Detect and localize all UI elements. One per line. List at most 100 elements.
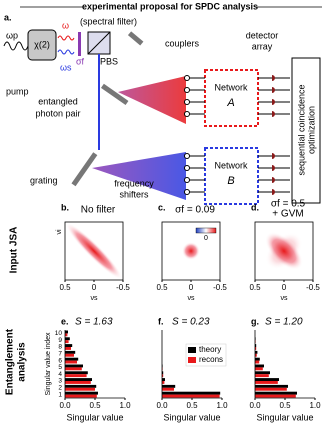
bar <box>65 350 76 354</box>
beam-fan <box>118 76 186 124</box>
optimization-label: optimization <box>306 106 316 154</box>
label: grating <box>30 175 58 185</box>
bar <box>65 374 87 378</box>
x-tick-label: 0 <box>92 283 97 292</box>
detector <box>272 75 275 81</box>
coupler <box>184 111 190 117</box>
y-tick-label: 9 <box>58 337 62 344</box>
bar <box>255 350 258 354</box>
label: Network <box>214 82 248 92</box>
x-label: νs <box>281 295 289 302</box>
label: entangled <box>38 96 78 106</box>
legend-swatch <box>188 347 196 353</box>
label: couplers <box>165 38 200 48</box>
bar <box>162 384 176 388</box>
wires <box>184 75 290 195</box>
bar <box>65 387 95 391</box>
label: frequency <box>114 178 154 188</box>
label: photon pair <box>35 108 80 118</box>
detector <box>272 99 275 105</box>
bar <box>162 391 221 395</box>
label: A <box>226 97 234 109</box>
bar <box>255 387 287 391</box>
y-tick-label: 3 <box>58 378 62 385</box>
x-tick-label: 0 <box>189 283 194 292</box>
bar <box>65 371 88 375</box>
x-label: Singular value <box>163 412 220 422</box>
x-tick-label: 0.5 <box>156 283 168 292</box>
x-tick-label: 0.0 <box>156 401 168 410</box>
bar <box>255 347 257 350</box>
panel-label: g. <box>251 316 259 326</box>
bar <box>65 394 97 398</box>
y-label: νi <box>56 229 63 235</box>
bar <box>255 374 269 378</box>
detector <box>272 111 275 117</box>
bar <box>65 333 68 337</box>
panel-title: No filter <box>81 205 116 216</box>
diagram: experimental proposal for SPDC analysis … <box>3 1 322 205</box>
panel-label: f. <box>158 316 164 326</box>
annotation: S = 1.20 <box>265 317 303 328</box>
x-tick-label: 1.0 <box>119 401 131 410</box>
pbs-diag <box>87 31 111 55</box>
label: PBS <box>100 56 118 66</box>
bar <box>65 381 91 384</box>
pump-wave <box>3 41 29 51</box>
x-tick-label: 0.5 <box>89 401 101 410</box>
bar <box>255 357 260 361</box>
panel-title: σf = 0.09 <box>175 205 215 216</box>
coupler <box>184 189 190 195</box>
coupler <box>184 99 190 105</box>
y-tick-label: 8 <box>58 344 62 351</box>
x-tick-label: 0.5 <box>279 401 291 410</box>
label: shifters <box>119 189 149 199</box>
y-tick-label: 6 <box>58 357 62 364</box>
colorbar <box>195 227 217 234</box>
panel-label: a. <box>4 12 12 22</box>
bar <box>162 374 164 378</box>
bar <box>65 364 83 368</box>
y-tick-label: 1 <box>58 391 62 398</box>
detector <box>272 165 275 171</box>
x-tick-label: 0.0 <box>249 401 261 410</box>
y-label: Singular value index <box>45 332 52 396</box>
label: array <box>252 41 273 51</box>
label: ωs <box>60 62 72 72</box>
x-label: Singular value <box>256 412 313 422</box>
detector <box>272 87 275 93</box>
y-tick-label: 5 <box>58 364 62 371</box>
bar <box>255 344 257 347</box>
optimization-label: sequential coincidence <box>296 84 306 175</box>
bar <box>162 378 165 381</box>
bar <box>162 371 164 375</box>
bar <box>255 353 257 357</box>
jsa-density <box>265 232 303 270</box>
bar <box>65 391 98 395</box>
row-label: analysis <box>17 342 28 382</box>
detector <box>272 153 275 159</box>
y-tick-label: 7 <box>58 351 62 358</box>
label: Network <box>214 160 248 170</box>
label: pump <box>6 86 29 96</box>
y-tick-label: 2 <box>58 385 62 392</box>
network-b <box>204 147 259 205</box>
x-tick-label: 0.5 <box>186 401 198 410</box>
bar <box>65 353 74 357</box>
bar <box>255 394 296 398</box>
label: detector <box>246 30 279 40</box>
bar <box>255 371 270 375</box>
bar <box>162 387 174 391</box>
bar <box>255 360 260 364</box>
legend-swatch <box>188 357 196 363</box>
coupler <box>184 153 190 159</box>
row-label: Input JSA <box>9 227 20 274</box>
panel-label: e. <box>61 316 69 326</box>
panel-label: c. <box>158 202 166 212</box>
detector <box>272 189 275 195</box>
network-a <box>204 69 259 127</box>
coupler <box>184 75 190 81</box>
x-tick-label: 1.0 <box>216 401 228 410</box>
panel-title: + GVM <box>272 209 303 220</box>
bar <box>65 344 73 347</box>
